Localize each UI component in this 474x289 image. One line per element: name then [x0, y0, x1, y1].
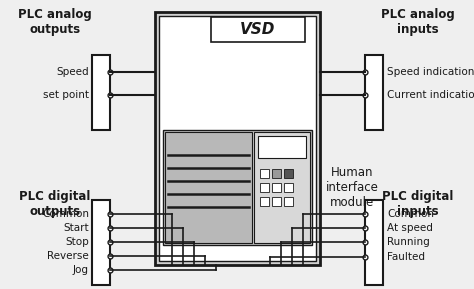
Bar [155, 12, 320, 265]
Text: PLC analog
inputs: PLC analog inputs [381, 8, 455, 36]
Text: Start: Start [64, 223, 89, 233]
Text: Jog: Jog [73, 265, 89, 275]
Text: Common: Common [42, 209, 89, 219]
Text: Speed indication: Speed indication [387, 67, 474, 77]
Bar [258, 136, 306, 158]
Text: PLC digital
inputs: PLC digital inputs [383, 190, 454, 218]
Text: Reverse: Reverse [47, 251, 89, 261]
Bar [284, 197, 293, 206]
Bar [159, 16, 316, 261]
Bar [165, 132, 252, 243]
Text: Running: Running [387, 237, 430, 247]
Text: Stop: Stop [65, 237, 89, 247]
Text: At speed: At speed [387, 223, 433, 233]
Text: PLC analog
outputs: PLC analog outputs [18, 8, 92, 36]
Bar [284, 183, 293, 192]
Bar [92, 55, 110, 130]
Bar [365, 200, 383, 285]
Bar [260, 197, 269, 206]
Bar [272, 169, 281, 178]
Text: PLC digital
outputs: PLC digital outputs [19, 190, 91, 218]
Text: set point: set point [43, 90, 89, 100]
Text: Speed: Speed [56, 67, 89, 77]
Bar [260, 169, 269, 178]
Bar [272, 197, 281, 206]
Text: Human
interface
module: Human interface module [326, 166, 379, 209]
Bar [272, 183, 281, 192]
Bar [254, 132, 310, 243]
Bar [260, 183, 269, 192]
Bar [163, 130, 312, 245]
Text: Common: Common [387, 209, 434, 219]
Text: VSD: VSD [240, 22, 276, 37]
Text: Current indication: Current indication [387, 90, 474, 100]
Text: Faulted: Faulted [387, 252, 425, 262]
Bar [284, 169, 293, 178]
Bar [211, 17, 305, 42]
Bar [92, 200, 110, 285]
Bar [365, 55, 383, 130]
